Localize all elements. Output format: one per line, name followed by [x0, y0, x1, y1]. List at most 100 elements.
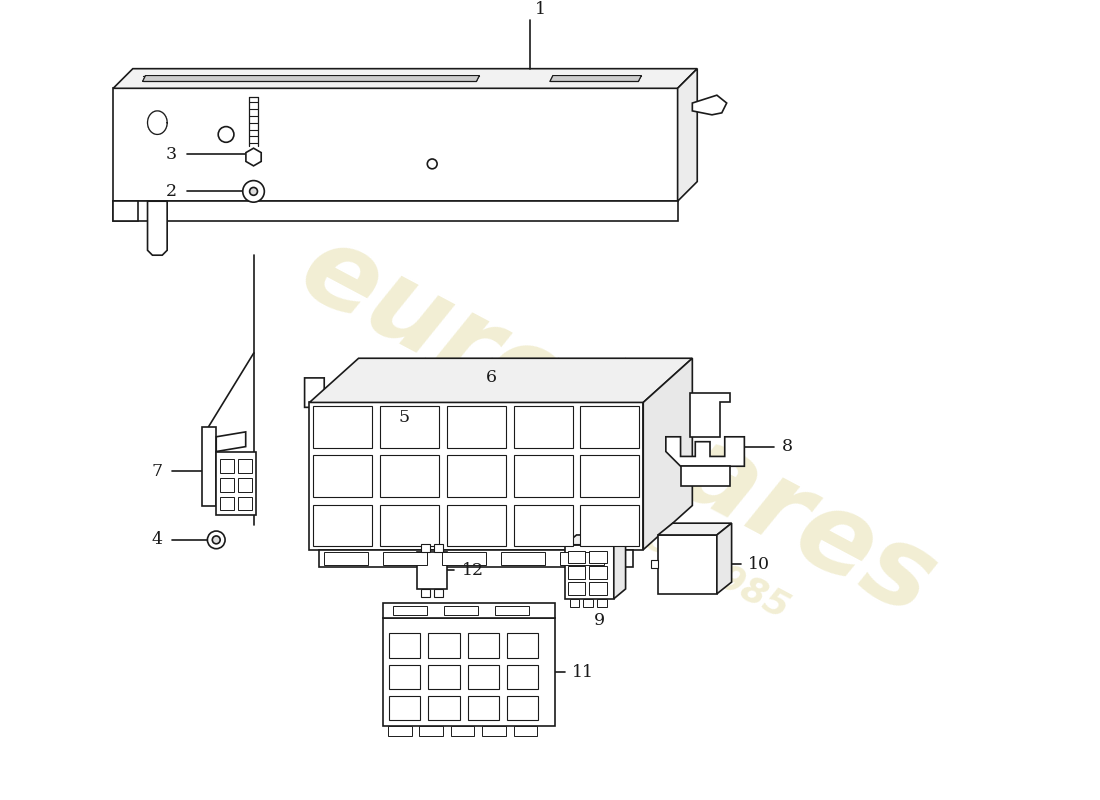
Polygon shape [113, 202, 138, 221]
Bar [590, 566, 607, 579]
Bar [590, 582, 607, 595]
Polygon shape [614, 535, 626, 598]
Bar [442, 552, 486, 566]
Text: 4: 4 [152, 531, 163, 548]
Bar [514, 406, 573, 447]
Bar [507, 665, 538, 689]
Bar [319, 550, 634, 567]
Bar [568, 582, 585, 595]
Bar [482, 726, 506, 736]
Bar [418, 552, 447, 589]
Text: 2: 2 [166, 183, 177, 200]
Bar [381, 455, 439, 497]
Polygon shape [217, 457, 245, 476]
Text: 11: 11 [572, 664, 594, 681]
Bar [389, 633, 420, 658]
Circle shape [208, 531, 226, 549]
Bar [389, 665, 420, 689]
Text: 10: 10 [748, 556, 770, 573]
Polygon shape [201, 427, 217, 506]
Polygon shape [678, 69, 697, 202]
Bar [651, 561, 658, 568]
Circle shape [218, 126, 234, 142]
Bar [220, 497, 234, 510]
Bar [324, 552, 369, 566]
Bar [507, 633, 538, 658]
Polygon shape [692, 95, 727, 115]
Bar [238, 478, 252, 492]
Bar [447, 455, 506, 497]
Bar [468, 633, 499, 658]
Bar [597, 598, 607, 606]
Bar [388, 726, 411, 736]
Bar [393, 606, 427, 615]
Bar [444, 606, 478, 615]
Polygon shape [550, 75, 641, 82]
Bar [428, 665, 460, 689]
Bar [581, 406, 639, 447]
Bar [468, 665, 499, 689]
Bar [383, 552, 427, 566]
Polygon shape [691, 393, 729, 437]
Text: 7: 7 [151, 462, 163, 480]
Bar [583, 598, 593, 606]
Bar [514, 726, 537, 736]
Bar [434, 589, 443, 597]
Polygon shape [666, 437, 745, 466]
Bar [468, 696, 499, 721]
Polygon shape [564, 535, 626, 545]
Polygon shape [113, 69, 697, 88]
Bar [564, 545, 614, 598]
Bar [434, 544, 443, 552]
Circle shape [243, 181, 264, 202]
Bar [238, 459, 252, 473]
Bar [495, 606, 529, 615]
Polygon shape [147, 111, 167, 134]
Bar [560, 552, 604, 566]
Bar [507, 696, 538, 721]
Polygon shape [217, 432, 245, 451]
Polygon shape [658, 523, 732, 535]
Polygon shape [246, 148, 261, 166]
Bar [570, 598, 580, 606]
Bar [447, 505, 506, 546]
Bar [381, 505, 439, 546]
Polygon shape [717, 523, 732, 594]
Circle shape [250, 187, 257, 195]
Bar [383, 602, 554, 618]
Bar [309, 402, 644, 550]
Bar [658, 535, 717, 594]
Polygon shape [681, 466, 729, 486]
Text: 9: 9 [594, 611, 605, 629]
Bar [314, 455, 372, 497]
Bar [419, 726, 443, 736]
Bar [568, 550, 585, 563]
Text: 12: 12 [462, 562, 484, 578]
Circle shape [212, 536, 220, 544]
Polygon shape [324, 407, 369, 427]
Bar [314, 406, 372, 447]
Polygon shape [309, 358, 692, 402]
Polygon shape [113, 88, 678, 202]
Bar [314, 505, 372, 546]
Text: a passion since 1985: a passion since 1985 [404, 396, 794, 625]
Bar [447, 406, 506, 447]
Bar [514, 455, 573, 497]
Polygon shape [644, 358, 692, 550]
Polygon shape [113, 202, 678, 221]
Text: 8: 8 [782, 438, 793, 455]
Bar [451, 726, 474, 736]
Bar [217, 451, 255, 515]
Polygon shape [147, 202, 167, 255]
Bar [514, 505, 573, 546]
Bar [421, 544, 430, 552]
Bar [421, 589, 430, 597]
Polygon shape [305, 378, 383, 407]
Bar [581, 505, 639, 546]
Bar [590, 550, 607, 563]
Bar [389, 696, 420, 721]
Text: 1: 1 [536, 1, 547, 18]
Text: 6: 6 [485, 369, 496, 386]
Bar [220, 459, 234, 473]
Text: 5: 5 [399, 409, 410, 426]
